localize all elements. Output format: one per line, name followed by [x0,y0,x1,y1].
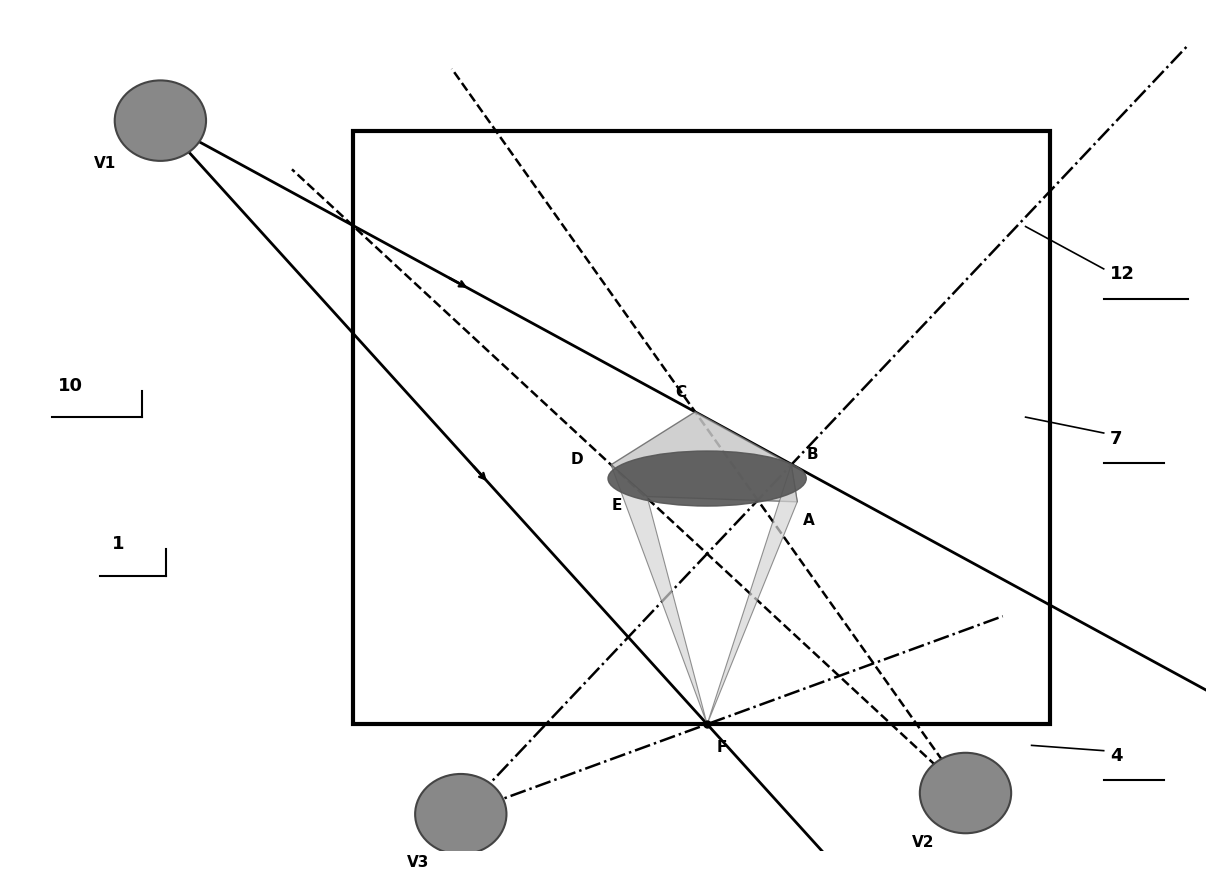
Text: 7: 7 [1110,429,1122,448]
Text: E: E [612,497,622,512]
Text: V3: V3 [407,855,430,870]
Text: B: B [807,447,819,462]
Text: 1: 1 [113,536,125,553]
Text: A: A [803,513,816,529]
Polygon shape [707,465,797,724]
Text: V1: V1 [94,156,116,172]
Text: C: C [675,385,686,401]
Ellipse shape [607,451,806,506]
Circle shape [115,80,206,161]
Circle shape [920,753,1012,834]
Text: 10: 10 [58,376,82,395]
Text: 12: 12 [1110,266,1135,283]
Text: 4: 4 [1110,747,1122,766]
Text: F: F [716,740,727,755]
Text: D: D [571,452,583,467]
Circle shape [415,774,507,854]
Polygon shape [611,465,707,724]
Text: V2: V2 [911,835,934,850]
Polygon shape [611,412,797,502]
Bar [352,132,1049,724]
